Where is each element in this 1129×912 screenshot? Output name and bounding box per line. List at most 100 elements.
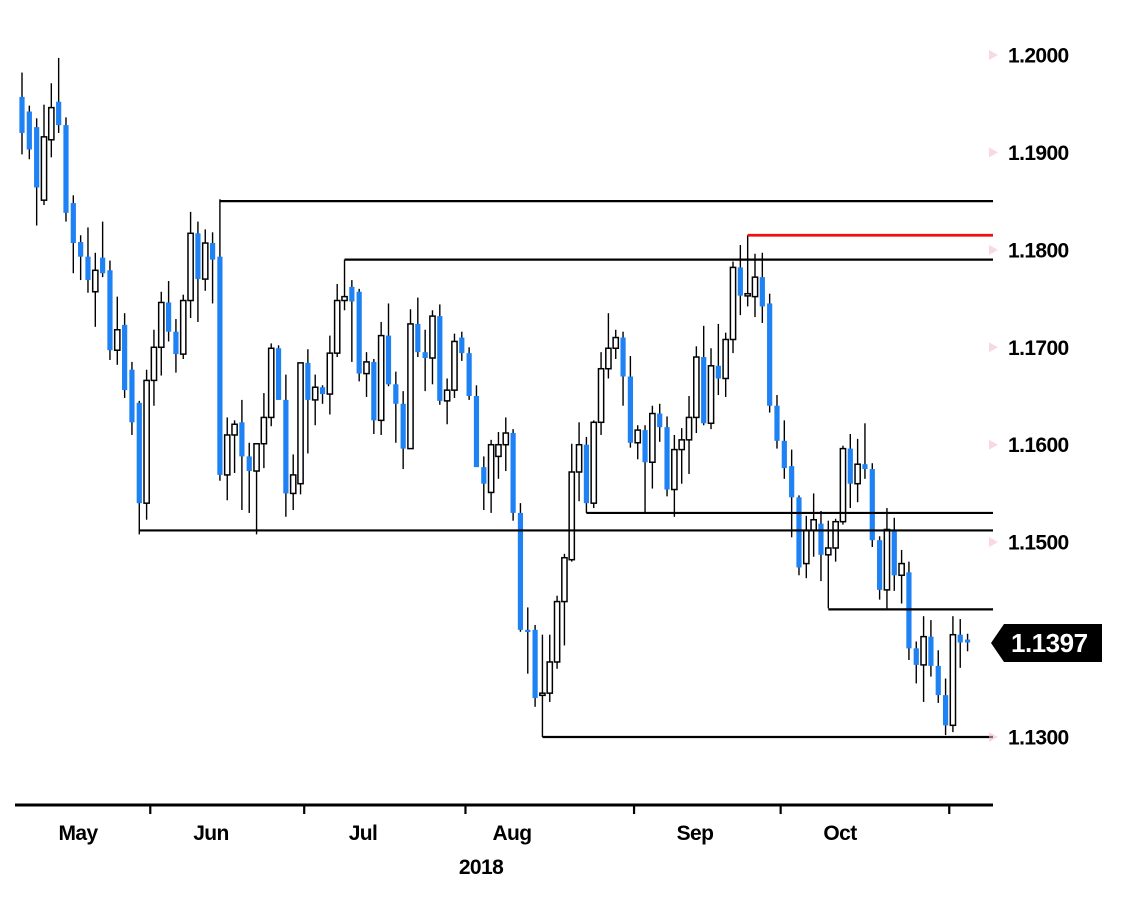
candle bbox=[466, 347, 472, 400]
candle bbox=[209, 232, 216, 304]
candle bbox=[642, 425, 648, 513]
candle bbox=[751, 253, 759, 318]
candle bbox=[715, 323, 721, 396]
candle bbox=[612, 329, 620, 359]
candle bbox=[502, 417, 510, 472]
candle bbox=[297, 362, 304, 495]
candle bbox=[877, 536, 883, 600]
candle bbox=[275, 345, 282, 400]
candle bbox=[195, 221, 201, 322]
candle bbox=[685, 396, 693, 474]
last-price-tag: 1.1397 bbox=[991, 624, 1102, 662]
candle bbox=[774, 395, 780, 449]
candle bbox=[649, 405, 656, 489]
candle bbox=[839, 445, 847, 525]
candle bbox=[246, 442, 252, 513]
x-axis-month-label: Jun bbox=[193, 822, 229, 845]
levels-layer bbox=[139, 200, 993, 739]
y-axis-label: 1.1500 bbox=[1008, 532, 1069, 555]
candle bbox=[517, 503, 524, 632]
candle bbox=[429, 310, 436, 385]
candle bbox=[789, 449, 795, 538]
candle bbox=[620, 331, 626, 406]
x-axis-month-label: Jul bbox=[349, 822, 378, 845]
candle bbox=[597, 352, 605, 435]
candle bbox=[949, 616, 957, 733]
candle bbox=[187, 211, 194, 319]
candle bbox=[634, 425, 642, 460]
candle bbox=[201, 229, 209, 291]
y-label-arrow-icon bbox=[989, 537, 998, 548]
x-axis-year-label: 2018 bbox=[459, 856, 504, 879]
candle bbox=[729, 261, 737, 354]
candle bbox=[583, 436, 590, 513]
candle bbox=[179, 294, 187, 359]
candle bbox=[568, 443, 576, 562]
candle bbox=[561, 553, 568, 646]
candle bbox=[737, 244, 743, 316]
candle bbox=[150, 329, 158, 406]
candle bbox=[957, 619, 963, 668]
x-axis-month-label: Sep bbox=[677, 822, 714, 845]
candles-layer bbox=[19, 57, 971, 738]
x-axis-month-label: May bbox=[58, 822, 98, 845]
candle bbox=[113, 296, 121, 365]
candle bbox=[495, 432, 502, 479]
candle bbox=[311, 374, 319, 426]
y-axis-label: 1.1900 bbox=[1008, 142, 1069, 165]
candle bbox=[393, 371, 399, 443]
y-label-arrow-icon bbox=[989, 147, 998, 158]
candle bbox=[437, 304, 443, 405]
candle bbox=[678, 428, 686, 484]
candle bbox=[107, 260, 113, 360]
candle bbox=[400, 391, 406, 470]
candle bbox=[459, 331, 465, 361]
candle bbox=[487, 439, 495, 513]
x-axis-month-label: Oct bbox=[823, 822, 857, 845]
candle bbox=[847, 433, 853, 509]
candle bbox=[964, 633, 971, 652]
candle bbox=[385, 303, 392, 387]
y-axis-label: 1.1600 bbox=[1008, 434, 1069, 457]
candle bbox=[525, 607, 531, 674]
candle bbox=[883, 508, 891, 609]
candle bbox=[443, 378, 451, 425]
candle bbox=[100, 221, 106, 278]
x-axis-month-label: Aug bbox=[492, 822, 531, 845]
candle bbox=[377, 321, 385, 435]
candle bbox=[173, 319, 179, 373]
candle bbox=[326, 335, 334, 415]
candle bbox=[818, 510, 824, 582]
y-label-arrow-icon bbox=[989, 244, 998, 255]
candle bbox=[136, 400, 142, 535]
candle bbox=[122, 313, 128, 398]
candle bbox=[451, 333, 458, 398]
candle bbox=[701, 325, 707, 426]
candle bbox=[862, 423, 868, 479]
candle bbox=[869, 463, 875, 548]
candle bbox=[253, 442, 260, 535]
candle bbox=[217, 199, 223, 481]
x-axis-layer: May Jun Jul Aug Sep Oct 2018 bbox=[15, 803, 993, 879]
candle bbox=[510, 429, 516, 521]
candle bbox=[78, 235, 84, 281]
candle bbox=[26, 105, 32, 160]
candle bbox=[363, 352, 370, 397]
candle bbox=[854, 438, 861, 503]
candle bbox=[824, 520, 832, 609]
y-label-arrow-icon bbox=[989, 732, 998, 743]
candle bbox=[767, 293, 773, 413]
candle bbox=[143, 369, 150, 520]
candle bbox=[56, 57, 62, 133]
candle bbox=[627, 356, 633, 448]
candle bbox=[473, 385, 480, 468]
candle bbox=[605, 313, 612, 379]
y-label-arrow-icon bbox=[989, 439, 998, 450]
candle bbox=[34, 118, 40, 226]
candle bbox=[781, 420, 787, 479]
y-axis-label: 1.1300 bbox=[1008, 727, 1069, 750]
candle bbox=[546, 634, 554, 702]
candle bbox=[223, 417, 231, 501]
price-tag-box bbox=[1004, 624, 1102, 662]
